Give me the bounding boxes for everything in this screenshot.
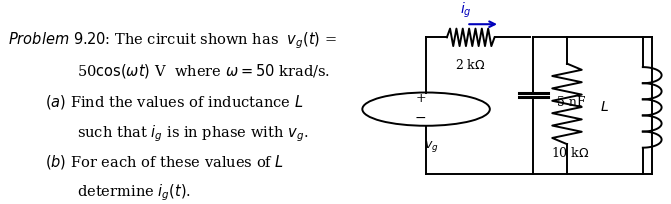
Text: determine $i_g(t)$.: determine $i_g(t)$. <box>77 183 191 203</box>
Text: −: − <box>415 111 427 125</box>
Text: $v_g$: $v_g$ <box>424 139 439 154</box>
Text: $\it{Problem\ 9.20}$: The circuit shown has  $v_g(t)$ =: $\it{Problem\ 9.20}$: The circuit shown … <box>8 30 337 51</box>
Text: $i_g$: $i_g$ <box>460 1 471 20</box>
Text: +: + <box>415 92 426 105</box>
Text: 2 k$\Omega$: 2 k$\Omega$ <box>456 58 486 72</box>
Text: 50$\cos(\omega t)$ V  where $\omega = 50$ krad/s.: 50$\cos(\omega t)$ V where $\omega = 50$… <box>77 62 330 80</box>
Text: such that $i_g$ is in phase with $v_g$.: such that $i_g$ is in phase with $v_g$. <box>77 123 309 144</box>
Text: $\it{(a)}$ Find the values of inductance $L$: $\it{(a)}$ Find the values of inductance… <box>45 93 303 111</box>
Text: $L$: $L$ <box>601 100 609 114</box>
Text: $\it{(b)}$ For each of these values of $L$: $\it{(b)}$ For each of these values of $… <box>45 153 285 171</box>
Text: 10 k$\Omega$: 10 k$\Omega$ <box>551 146 590 160</box>
Text: 5 nF: 5 nF <box>557 96 585 109</box>
